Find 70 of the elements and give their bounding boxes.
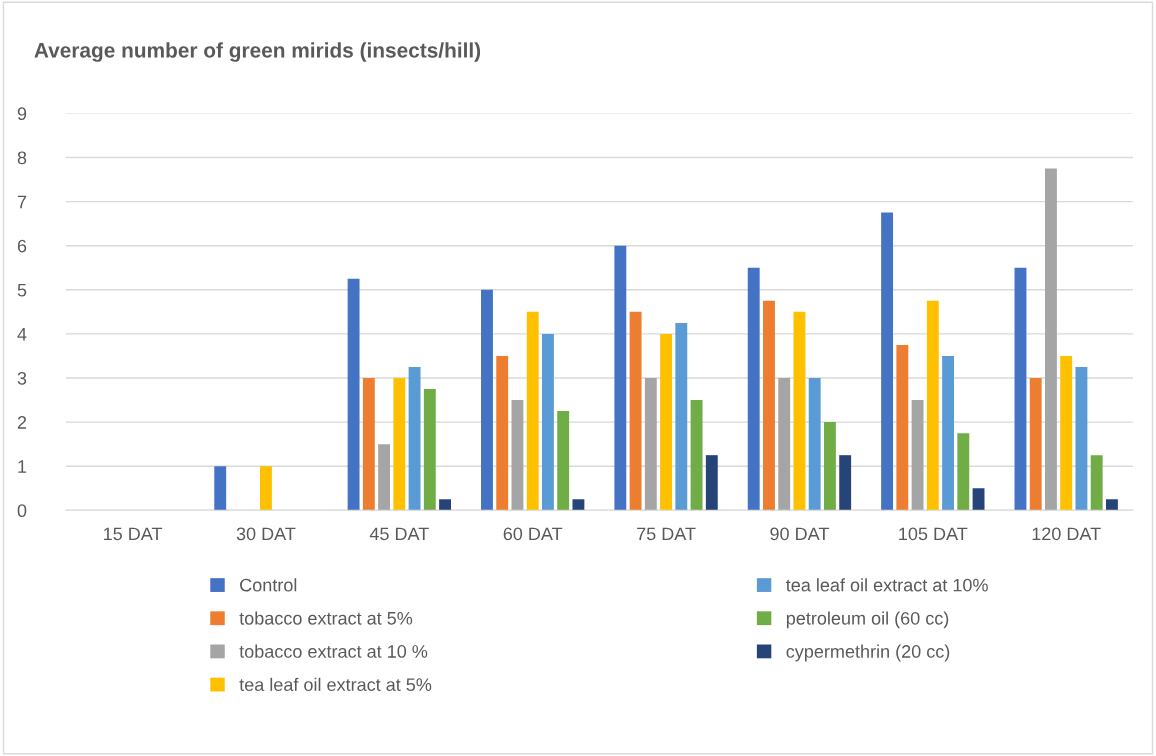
bar bbox=[260, 466, 272, 511]
x-tick-label: 105 DAT bbox=[899, 527, 968, 541]
bar bbox=[542, 333, 554, 511]
bar bbox=[1090, 455, 1103, 511]
bar bbox=[747, 267, 760, 511]
bar bbox=[896, 344, 909, 511]
bar bbox=[690, 400, 703, 511]
legend-label: tobacco extract at 10 % bbox=[239, 644, 428, 658]
bar bbox=[778, 378, 791, 511]
legend-label: Control bbox=[240, 578, 297, 592]
bar bbox=[572, 499, 585, 511]
bar bbox=[972, 488, 985, 511]
bar bbox=[1045, 168, 1057, 511]
bar bbox=[675, 322, 688, 511]
bar bbox=[957, 433, 970, 511]
y-tick-label: 7 bbox=[17, 195, 27, 209]
y-tick-label: 0 bbox=[17, 504, 27, 518]
y-tick-label: 8 bbox=[17, 151, 27, 165]
y-tick-label: 1 bbox=[18, 460, 27, 473]
bar bbox=[1014, 267, 1027, 511]
x-tick-label: 90 DAT bbox=[770, 527, 829, 541]
y-tick-label: 4 bbox=[17, 328, 27, 341]
legend-label: petroleum oil (60 cc) bbox=[786, 611, 949, 629]
x-tick-label: 15 DAT bbox=[104, 527, 163, 541]
bar bbox=[557, 411, 570, 511]
bar bbox=[1029, 378, 1042, 511]
bar bbox=[614, 245, 627, 511]
bar bbox=[629, 311, 642, 511]
bar bbox=[1075, 366, 1088, 511]
bar bbox=[705, 455, 718, 511]
bar bbox=[511, 400, 524, 511]
x-tick-label: 75 DAT bbox=[637, 527, 696, 541]
bar bbox=[942, 355, 955, 511]
x-tick-label: 120 DAT bbox=[1032, 527, 1101, 541]
bar bbox=[1105, 499, 1118, 511]
bar bbox=[362, 378, 375, 511]
legend-label: tobacco extract at 5% bbox=[239, 611, 413, 625]
chart-title: Average number of green mirids (insects/hill) bbox=[34, 42, 481, 62]
y-tick-label: 2 bbox=[17, 416, 27, 429]
bar bbox=[660, 333, 673, 511]
legend-label: cypermethrin (20 cc) bbox=[786, 644, 950, 662]
bar bbox=[763, 300, 775, 511]
bar bbox=[644, 378, 657, 511]
legend-label: tea leaf oil extract at 5% bbox=[239, 677, 432, 692]
y-tick-label: 9 bbox=[17, 107, 27, 121]
bar bbox=[393, 378, 406, 511]
bar bbox=[408, 366, 421, 511]
legend-label: tea leaf oil extract at 10% bbox=[786, 578, 988, 592]
bar bbox=[526, 311, 539, 511]
bar bbox=[378, 444, 391, 511]
bar bbox=[793, 311, 806, 511]
bar bbox=[423, 389, 436, 511]
y-tick-label: 3 bbox=[17, 371, 27, 385]
bar bbox=[911, 400, 924, 511]
bar bbox=[839, 455, 852, 511]
x-tick-label: 60 DAT bbox=[503, 527, 563, 541]
bar bbox=[881, 212, 894, 511]
bar bbox=[214, 466, 227, 511]
bar bbox=[496, 355, 509, 511]
bar bbox=[439, 499, 451, 511]
x-tick-label: 45 DAT bbox=[369, 527, 429, 541]
bar bbox=[347, 278, 360, 511]
bar bbox=[808, 378, 821, 511]
x-tick-label: 30 DAT bbox=[236, 527, 296, 541]
bar bbox=[926, 300, 939, 511]
bar bbox=[1060, 355, 1073, 511]
y-tick-label: 6 bbox=[17, 239, 27, 253]
y-tick-label: 5 bbox=[17, 283, 27, 297]
bar bbox=[823, 422, 836, 511]
bar bbox=[481, 289, 493, 511]
